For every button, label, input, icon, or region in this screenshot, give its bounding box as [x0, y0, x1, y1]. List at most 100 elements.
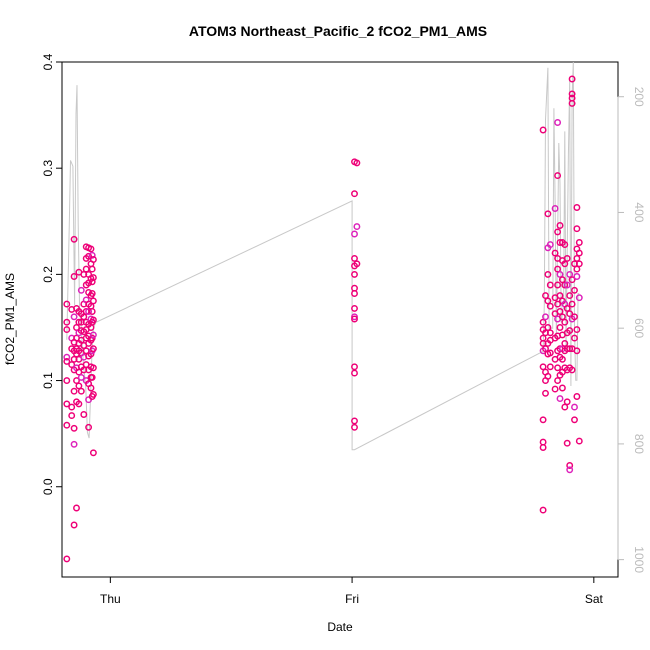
data-point [351, 363, 358, 371]
data-point [77, 387, 85, 395]
data-point [63, 326, 71, 334]
x-tick-label: Fri [345, 592, 359, 606]
data-point [554, 172, 562, 180]
data-point [89, 297, 97, 305]
data-point [539, 318, 547, 326]
data-point [87, 350, 95, 358]
data-point [351, 190, 358, 198]
data-point [85, 252, 93, 260]
data-point [568, 90, 576, 98]
y-axis: 0.0 0.1 0.2 0.3 0.4 [41, 53, 63, 495]
data-point [554, 265, 562, 273]
data-point [85, 308, 93, 315]
data-point [571, 403, 578, 411]
data-point [351, 423, 358, 431]
data-point [551, 249, 559, 257]
data-point [561, 339, 569, 347]
data-point [70, 440, 78, 448]
data-point [351, 290, 358, 297]
data-point [575, 249, 583, 257]
data-point [546, 281, 554, 289]
right-tick-label: 400 [632, 202, 646, 222]
data-point [70, 424, 78, 432]
data-point [542, 292, 549, 300]
right-axis: 200 400 600 800 1000 [617, 87, 646, 573]
data-point [539, 438, 547, 446]
data-point [539, 444, 547, 451]
trace-line [66, 61, 580, 451]
data-point [351, 270, 358, 278]
data-point [542, 345, 549, 353]
data-point [558, 355, 566, 363]
data-point [568, 99, 576, 107]
data-point [561, 403, 569, 411]
data-point [70, 235, 78, 243]
data-point [554, 377, 562, 385]
data-point [542, 313, 549, 321]
y-tick-label: 0.2 [41, 266, 55, 283]
right-tick-label: 200 [632, 87, 646, 107]
data-point [544, 210, 552, 218]
data-point [566, 345, 574, 353]
data-point [546, 241, 554, 249]
data-point [556, 270, 564, 278]
data-point [546, 363, 554, 371]
data-point [571, 416, 578, 424]
data-point [63, 353, 71, 361]
data-point [351, 254, 358, 262]
data-point [539, 416, 547, 424]
data-point [551, 385, 559, 393]
data-point [351, 304, 358, 312]
right-tick-label: 1000 [632, 546, 646, 573]
data-point [561, 260, 569, 268]
data-point [70, 273, 78, 280]
data-point [573, 204, 581, 211]
data-point [73, 324, 80, 331]
data-point [63, 421, 71, 429]
data-point [573, 265, 581, 273]
y-axis-label: fCO2_PM1_AMS [3, 273, 17, 365]
data-point [63, 400, 71, 408]
data-point [554, 300, 562, 308]
data-point [551, 205, 559, 212]
data-point [561, 318, 569, 326]
data-point [68, 361, 76, 369]
data-point [568, 75, 576, 83]
data-point [573, 393, 581, 400]
data-point [70, 387, 78, 395]
y-tick-label: 0.0 [41, 478, 55, 495]
data-point [70, 521, 78, 529]
data-point [556, 222, 564, 229]
data-point [351, 230, 358, 238]
data-point [554, 228, 562, 236]
data-point [544, 324, 552, 331]
data-point [568, 300, 576, 308]
x-tick-label: Sat [585, 592, 604, 606]
data-point [544, 297, 552, 305]
data-point [539, 126, 547, 134]
data-point [561, 281, 569, 289]
chart-title: ATOM3 Northeast_Pacific_2 fCO2_PM1_AMS [189, 23, 487, 39]
x-axis-label: Date [327, 620, 353, 634]
data-point [554, 119, 562, 126]
data-point [542, 389, 549, 397]
data-point [89, 256, 97, 263]
data-point [575, 294, 583, 302]
data-point [556, 395, 564, 403]
data-point [88, 334, 96, 342]
data-point [561, 241, 569, 249]
data-point [571, 334, 578, 342]
data-point [546, 349, 554, 357]
data-point [575, 239, 583, 246]
data-point [63, 357, 71, 365]
data-point [566, 462, 574, 469]
data-point [77, 286, 85, 294]
data-point [351, 417, 358, 425]
data-point [88, 290, 96, 297]
data-point [573, 273, 581, 280]
data-point [73, 504, 80, 512]
data-point [568, 366, 576, 374]
y-tick-label: 0.3 [41, 160, 55, 177]
data-point [351, 313, 358, 321]
data-point [573, 326, 581, 334]
